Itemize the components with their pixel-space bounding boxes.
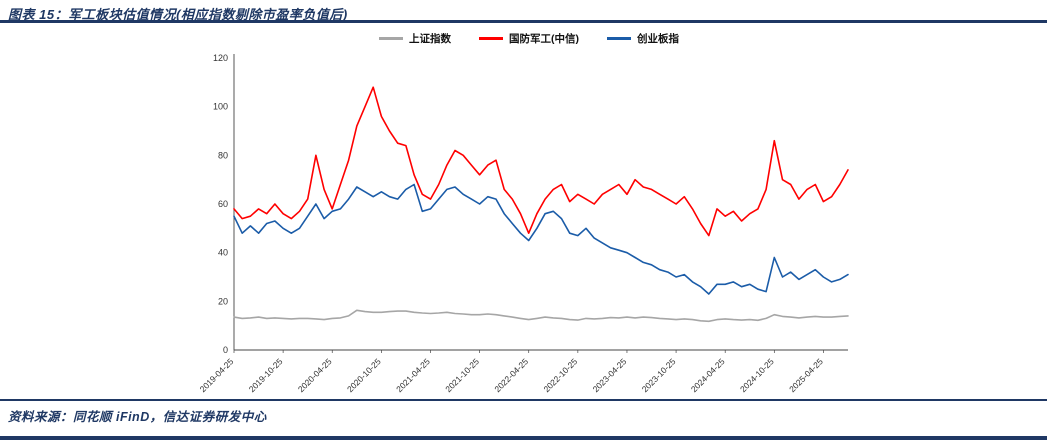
x-tick-label: 2022-04-25	[492, 356, 530, 393]
legend-swatch	[379, 36, 403, 40]
legend-swatch	[607, 36, 631, 40]
y-tick-label: 20	[218, 296, 228, 306]
legend-item: 国防军工(中信)	[479, 31, 579, 46]
legend-item: 创业板指	[607, 31, 679, 46]
y-tick-label: 80	[218, 150, 228, 160]
x-tick-label: 2023-10-25	[640, 356, 678, 393]
y-tick-label: 100	[213, 102, 228, 112]
legend-label: 上证指数	[409, 32, 451, 45]
series-line-1	[233, 86, 849, 237]
x-tick-label: 2021-10-25	[443, 356, 481, 393]
series-line-0	[233, 309, 849, 323]
footer-divider-bottom	[0, 436, 1047, 440]
x-tick-label: 2021-04-25	[394, 356, 432, 393]
x-tick-label: 2025-04-25	[787, 356, 825, 393]
pe-valuation-line-chart: 0 20 40 60 80 100 120 2019-04-25 2019-10-25 2020-…	[198, 53, 849, 393]
x-tick-label: 2024-04-25	[689, 356, 727, 393]
y-tick-label: 120	[213, 53, 228, 63]
y-tick-label: 60	[218, 199, 228, 209]
x-tick-label: 2020-04-25	[296, 356, 334, 393]
series-line-2	[233, 183, 849, 295]
x-tick-label: 2024-10-25	[738, 356, 776, 393]
legend-label: 创业板指	[637, 32, 679, 45]
footer-divider-top	[0, 399, 1047, 401]
legend-label: 国防军工(中信)	[509, 32, 579, 45]
chart-legend: 上证指数 国防军工(中信) 创业板指	[198, 30, 860, 46]
chart-area: 上证指数 国防军工(中信) 创业板指 0 20 40 60 80 100 120 2019-04-…	[198, 30, 860, 393]
legend-swatch	[479, 36, 503, 40]
legend-item: 上证指数	[379, 31, 451, 46]
figure-title: 图表 15：军工板块估值情况(相应指数剔除市盈率负值后)	[8, 7, 348, 22]
x-tick-label: 2019-04-25	[198, 356, 236, 393]
x-tick-label: 2020-10-25	[345, 356, 383, 393]
x-tick-label: 2023-04-25	[591, 356, 629, 393]
x-tick-label: 2019-10-25	[247, 356, 285, 393]
source-note: 资料来源：同花顺 iFinD，信达证券研发中心	[8, 410, 267, 424]
y-tick-label: 0	[223, 345, 228, 355]
header-divider	[0, 20, 1047, 23]
x-tick-label: 2022-10-25	[541, 356, 579, 393]
y-tick-label: 40	[218, 248, 228, 258]
figure-header: 图表 15：军工板块估值情况(相应指数剔除市盈率负值后)	[8, 4, 348, 24]
